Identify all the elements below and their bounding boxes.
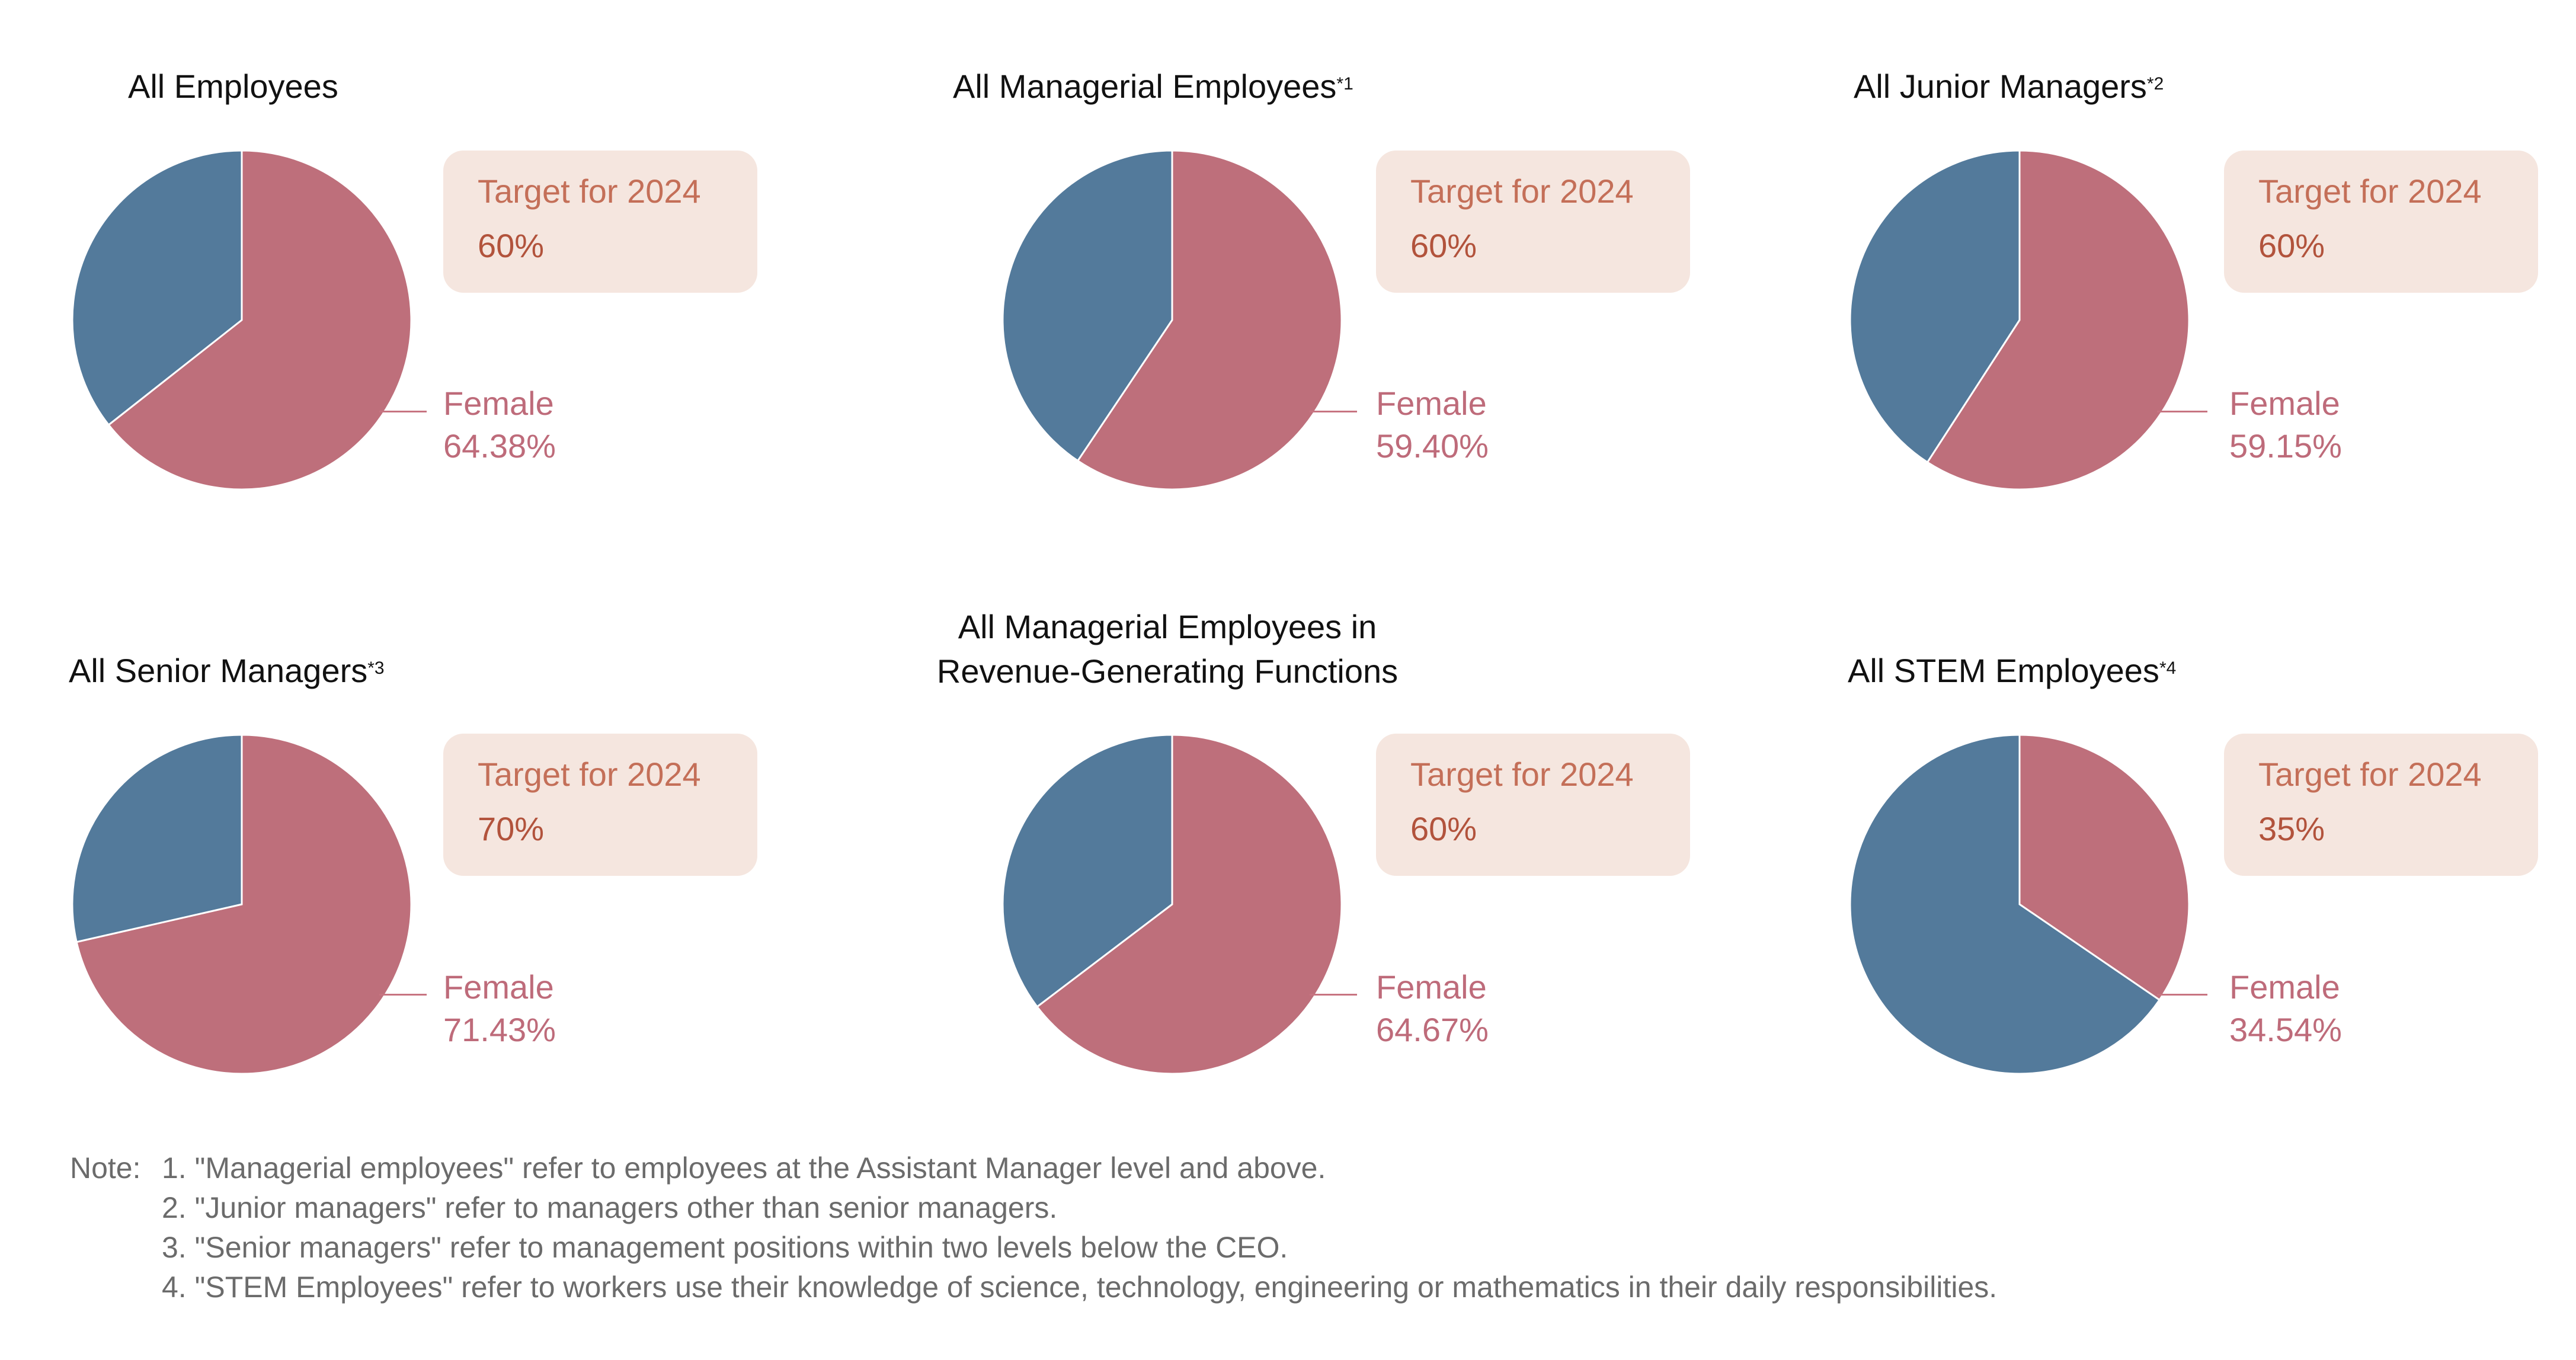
- chart-title-managerial: All Managerial Employees*1: [953, 68, 1353, 105]
- pie-slice-other: [1849, 734, 2161, 1075]
- leader-line: [379, 994, 427, 996]
- target-label: Target for 2024: [1410, 172, 1634, 210]
- chart-title-senior-managers: All Senior Managers*3: [69, 652, 385, 689]
- female-percentage: 64.67%: [1376, 1011, 1489, 1048]
- pie-slice-other: [1001, 149, 1173, 462]
- notes-prefix: Note:: [70, 1151, 141, 1185]
- leader-line: [2157, 411, 2207, 412]
- target-label: Target for 2024: [2258, 756, 2482, 793]
- pie-slice-other: [71, 149, 243, 427]
- pie-chart-all-employees: [71, 149, 412, 491]
- target-value: 70%: [478, 810, 545, 847]
- target-value: 60%: [2258, 227, 2325, 264]
- target-label: Target for 2024: [478, 172, 701, 210]
- female-percentage: 64.38%: [443, 427, 556, 465]
- pie-chart-revenue-generating: [1001, 734, 1343, 1075]
- female-label: Female: [1376, 385, 1487, 422]
- pie-chart-senior-managers: [71, 734, 412, 1075]
- female-label: Female: [2229, 968, 2340, 1006]
- target-box: Target for 2024 70%: [443, 734, 757, 876]
- target-label: Target for 2024: [1410, 756, 1634, 793]
- pie-slice-female: [2018, 734, 2190, 1001]
- chart-title-stem: All STEM Employees*4: [1848, 652, 2177, 689]
- target-box: Target for 2024 35%: [2224, 734, 2538, 876]
- pie-chart-managerial: [1001, 149, 1343, 491]
- target-label: Target for 2024: [2258, 172, 2482, 210]
- leader-line: [379, 411, 427, 412]
- footnote-marker: *2: [2146, 74, 2164, 94]
- target-value: 60%: [1410, 227, 1477, 264]
- female-label: Female: [2229, 385, 2340, 422]
- note-item: 3. "Senior managers" refer to management…: [162, 1231, 1288, 1264]
- target-box: Target for 2024 60%: [1376, 151, 1690, 293]
- target-value: 60%: [478, 227, 545, 264]
- target-box: Target for 2024 60%: [2224, 151, 2538, 293]
- footnote-marker: *4: [2159, 658, 2177, 678]
- leader-line: [1310, 411, 1357, 412]
- target-value: 35%: [2258, 810, 2325, 847]
- pie-slice-female: [1076, 149, 1343, 491]
- pie-slice-female: [1036, 734, 1343, 1075]
- footnote-marker: *1: [1336, 74, 1353, 94]
- pie-slice-other: [1849, 149, 2021, 464]
- female-percentage: 59.15%: [2229, 427, 2342, 465]
- target-box: Target for 2024 60%: [443, 151, 757, 293]
- note-item: 2. "Junior managers" refer to managers o…: [162, 1191, 1058, 1224]
- female-percentage: 59.40%: [1376, 427, 1489, 465]
- pie-slice-other: [71, 734, 243, 943]
- female-label: Female: [443, 968, 554, 1006]
- leader-line: [2157, 994, 2207, 996]
- pie-chart-junior-managers: [1849, 149, 2190, 491]
- note-item: 4. "STEM Employees" refer to workers use…: [162, 1271, 1998, 1304]
- note-item: 1. "Managerial employees" refer to emplo…: [162, 1151, 1326, 1185]
- pie-chart-stem: [1849, 734, 2190, 1075]
- female-label: Female: [1376, 968, 1487, 1006]
- target-value: 60%: [1410, 810, 1477, 847]
- chart-title-all-employees: All Employees: [128, 68, 338, 105]
- target-box: Target for 2024 60%: [1376, 734, 1690, 876]
- target-label: Target for 2024: [478, 756, 701, 793]
- pie-slice-female: [107, 149, 412, 491]
- chart-title-revenue-generating: All Managerial Employees in Revenue-Gene…: [871, 604, 1464, 693]
- female-label: Female: [443, 385, 554, 422]
- pie-slice-female: [75, 734, 412, 1075]
- pie-slice-other: [1001, 734, 1173, 1008]
- female-percentage: 34.54%: [2229, 1011, 2342, 1048]
- leader-line: [1310, 994, 1357, 996]
- pie-slice-female: [1926, 149, 2190, 491]
- footnote-marker: *3: [367, 658, 385, 678]
- chart-title-junior-managers: All Junior Managers*2: [1854, 68, 2164, 105]
- female-percentage: 71.43%: [443, 1011, 556, 1048]
- chart-title-line: Revenue-Generating Functions: [936, 652, 1399, 690]
- chart-title-line: All Managerial Employees in: [958, 608, 1377, 645]
